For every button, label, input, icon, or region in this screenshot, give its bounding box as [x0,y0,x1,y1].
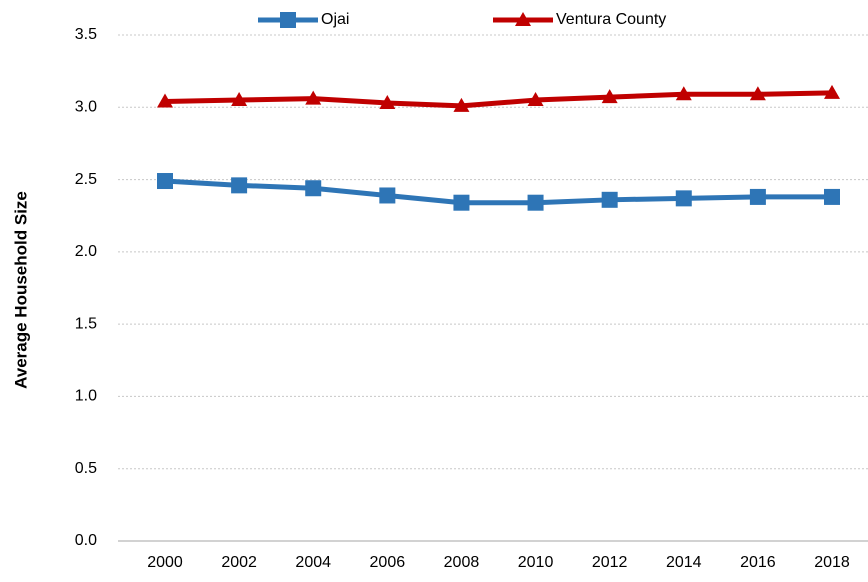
y-tick-label: 1.0 [75,388,97,405]
x-tick-label: 2018 [814,554,850,571]
marker [675,190,692,207]
x-tick-label: 2002 [221,554,257,571]
legend-marker [280,12,296,28]
series-line [164,178,832,206]
marker [749,86,766,101]
marker [305,180,322,197]
marker [453,97,470,112]
legend-label: Ventura County [556,11,666,28]
x-tick-label: 2010 [518,554,554,571]
marker [379,187,396,204]
marker [305,90,322,105]
marker [379,94,396,109]
x-tick-label: 2008 [444,554,480,571]
x-tick-label: 2000 [147,554,183,571]
y-tick-label: 1.5 [75,315,97,332]
x-tick-label: 2014 [666,554,702,571]
y-axis-label: Average Household Size [11,191,30,389]
x-tick-label: 2016 [740,554,776,571]
marker [231,92,248,107]
marker [824,188,840,205]
y-tick-label: 0.5 [75,460,97,477]
marker [749,188,766,205]
marker [231,177,248,194]
y-tick-label: 3.5 [75,26,97,43]
marker [157,93,173,108]
y-tick-label: 0.0 [75,532,97,549]
x-tick-label: 2004 [295,554,331,571]
marker [601,89,618,104]
marker [601,191,618,208]
y-tick-label: 3.0 [75,99,97,116]
legend-label: Ojai [321,11,349,28]
marker [527,92,544,107]
y-tick-label: 2.0 [75,243,97,260]
marker [527,194,544,211]
marker [675,86,692,101]
y-tick-label: 2.5 [75,171,97,188]
x-tick-label: 2006 [370,554,406,571]
marker [157,173,173,190]
marker [453,194,470,211]
x-tick-label: 2012 [592,554,628,571]
series-line [164,90,833,109]
marker [824,84,840,99]
legend-marker [515,12,531,26]
